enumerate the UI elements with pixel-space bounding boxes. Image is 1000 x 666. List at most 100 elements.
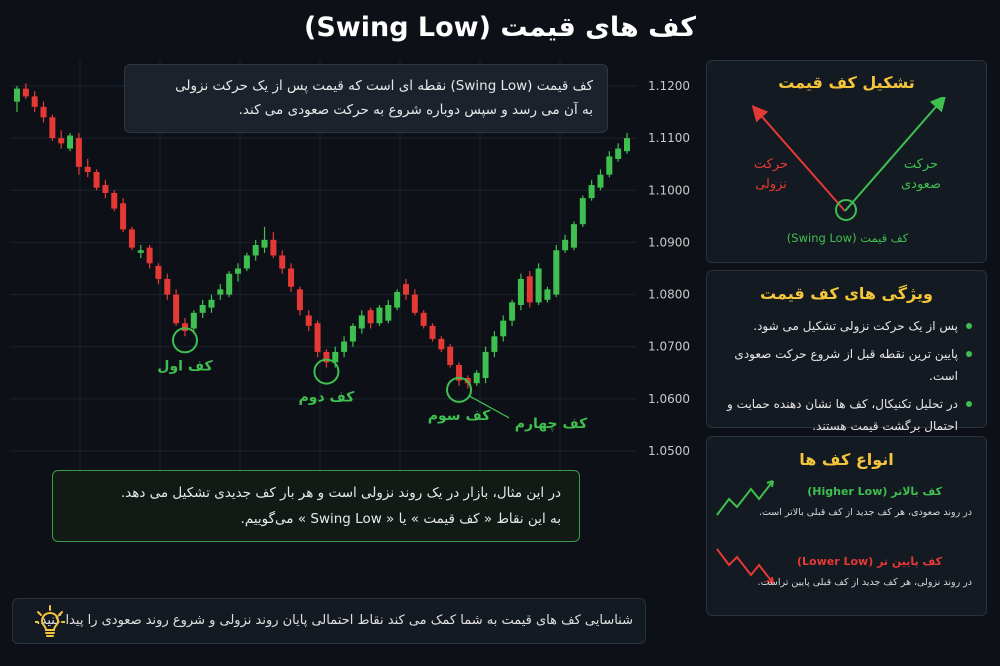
candle <box>14 86 20 113</box>
candle <box>199 299 206 319</box>
down-move-label: حرکت نزولی <box>753 157 789 192</box>
swing-low-marker: کف چهارم <box>468 395 588 432</box>
candle <box>270 232 277 259</box>
candle <box>367 307 374 329</box>
candle <box>553 245 560 298</box>
candle <box>570 221 577 251</box>
definition-line-2: به آن می رسد و سپس دوباره شروع به حرکت ص… <box>238 102 593 118</box>
candle <box>22 83 29 100</box>
higher-low-icon <box>716 480 774 516</box>
candle <box>517 273 524 311</box>
candle <box>226 271 233 298</box>
candle <box>482 346 489 384</box>
candle <box>402 278 409 300</box>
note-line-1: در این مثال، بازار در یک روند نزولی است … <box>120 485 561 501</box>
candle <box>624 132 630 154</box>
candle <box>376 305 383 326</box>
down-move-arrow <box>751 104 846 212</box>
candle <box>93 169 100 191</box>
y-tick-label: 1.0900 <box>648 235 690 249</box>
features-list: پس از یک حرکت نزولی تشکیل می شود. پایین … <box>707 315 986 437</box>
candle <box>314 320 321 358</box>
swing-low-label: کف اول <box>157 358 213 374</box>
candle <box>420 310 427 329</box>
y-tick-label: 1.0800 <box>648 288 690 302</box>
lightbulb-icon <box>35 605 65 637</box>
candle <box>75 132 82 175</box>
swing-low-label: کف سوم <box>428 408 491 424</box>
swing-low-annotations: کف اول کف دوم کف سوم کف چهارم <box>157 327 588 432</box>
candle <box>358 310 365 334</box>
y-tick-label: 1.0700 <box>648 340 690 354</box>
swing-low-label: کف قیمت (Swing Low) <box>786 231 909 245</box>
candle <box>173 289 180 326</box>
candle <box>261 226 268 253</box>
features-panel: ویژگی های کف قیمت پس از یک حرکت نزولی تش… <box>706 270 987 433</box>
candle <box>597 169 604 191</box>
swing-low-marker: کف اول <box>157 327 213 374</box>
candle <box>288 263 295 292</box>
definition-box: کف قیمت (Swing Low) نقطه ای است که قیمت … <box>124 64 608 133</box>
feature-item: در تحلیل تکنیکال، کف ها نشان دهنده حمایت… <box>719 393 972 437</box>
y-tick-label: 1.0600 <box>648 392 690 406</box>
types-panel-title: انواع کف ها <box>799 450 894 469</box>
candle <box>473 370 480 386</box>
higher-low-desc: در روند صعودی، هر کف جدید از کف قبلی بال… <box>758 507 972 518</box>
candle <box>49 114 56 141</box>
candle <box>526 271 533 308</box>
candle <box>411 289 418 316</box>
candle <box>447 344 454 368</box>
candle <box>535 263 542 305</box>
types-panel: انواع کف ها کف بالاتر (Higher Low) در رو… <box>706 436 987 616</box>
y-tick-label: 1.1200 <box>648 79 690 93</box>
page-title: کف های قیمت (Swing Low) <box>303 12 697 43</box>
formation-panel: تشکیل کف قیمت حرکت نزولی حرکت صعودی کف ق… <box>706 60 987 263</box>
chart-candles <box>14 83 630 389</box>
candle <box>588 179 595 201</box>
candle <box>438 336 445 352</box>
candle <box>208 294 215 313</box>
candle <box>305 310 312 332</box>
candle <box>58 130 65 149</box>
candle <box>349 323 356 347</box>
candle <box>385 299 392 324</box>
candle <box>279 250 286 274</box>
tip-text: شناسایی کف های قیمت به شما کمک می کند نق… <box>36 613 633 628</box>
higher-low-title: کف بالاتر (Higher Low) <box>807 485 942 498</box>
candle <box>146 245 153 269</box>
lower-low-desc: در روند نزولی، هر کف جدید از کف قبلی پای… <box>757 577 972 588</box>
candle <box>394 289 401 311</box>
swing-low-marker: کف دوم <box>298 358 355 406</box>
candle <box>606 151 613 178</box>
y-tick-label: 1.1100 <box>648 131 690 145</box>
formation-diagram <box>751 97 947 221</box>
lower-low-title: کف پایین تر (Lower Low) <box>797 555 942 568</box>
up-move-arrow <box>844 97 947 212</box>
candle <box>102 179 109 199</box>
candle <box>217 284 224 300</box>
candle <box>181 318 188 337</box>
y-tick-label: 1.0500 <box>648 444 690 458</box>
y-axis: 1.1200 1.1100 1.1000 1.0900 1.0800 1.0700 1.06… <box>648 79 690 458</box>
candle <box>509 299 516 326</box>
candle <box>120 198 127 232</box>
up-move-label: حرکت صعودی <box>901 157 941 192</box>
swing-low-circle <box>835 199 857 221</box>
candle <box>84 159 91 178</box>
candle <box>128 226 135 251</box>
candle <box>544 286 551 303</box>
lower-low-icon <box>716 548 774 584</box>
candle <box>323 349 330 368</box>
candle <box>491 331 498 358</box>
definition-line-1: کف قیمت (Swing Low) نقطه ای است که قیمت … <box>175 78 593 94</box>
candle <box>155 263 162 285</box>
candle <box>40 101 47 123</box>
formation-panel-title: تشکیل کف قیمت <box>778 73 915 92</box>
candle <box>456 362 463 386</box>
candle <box>252 239 259 261</box>
features-panel-title: ویژگی های کف قیمت <box>760 284 933 303</box>
tip-box: شناسایی کف های قیمت به شما کمک می کند نق… <box>12 598 646 644</box>
candle <box>190 310 197 334</box>
candle <box>111 190 118 212</box>
candle <box>296 286 303 316</box>
